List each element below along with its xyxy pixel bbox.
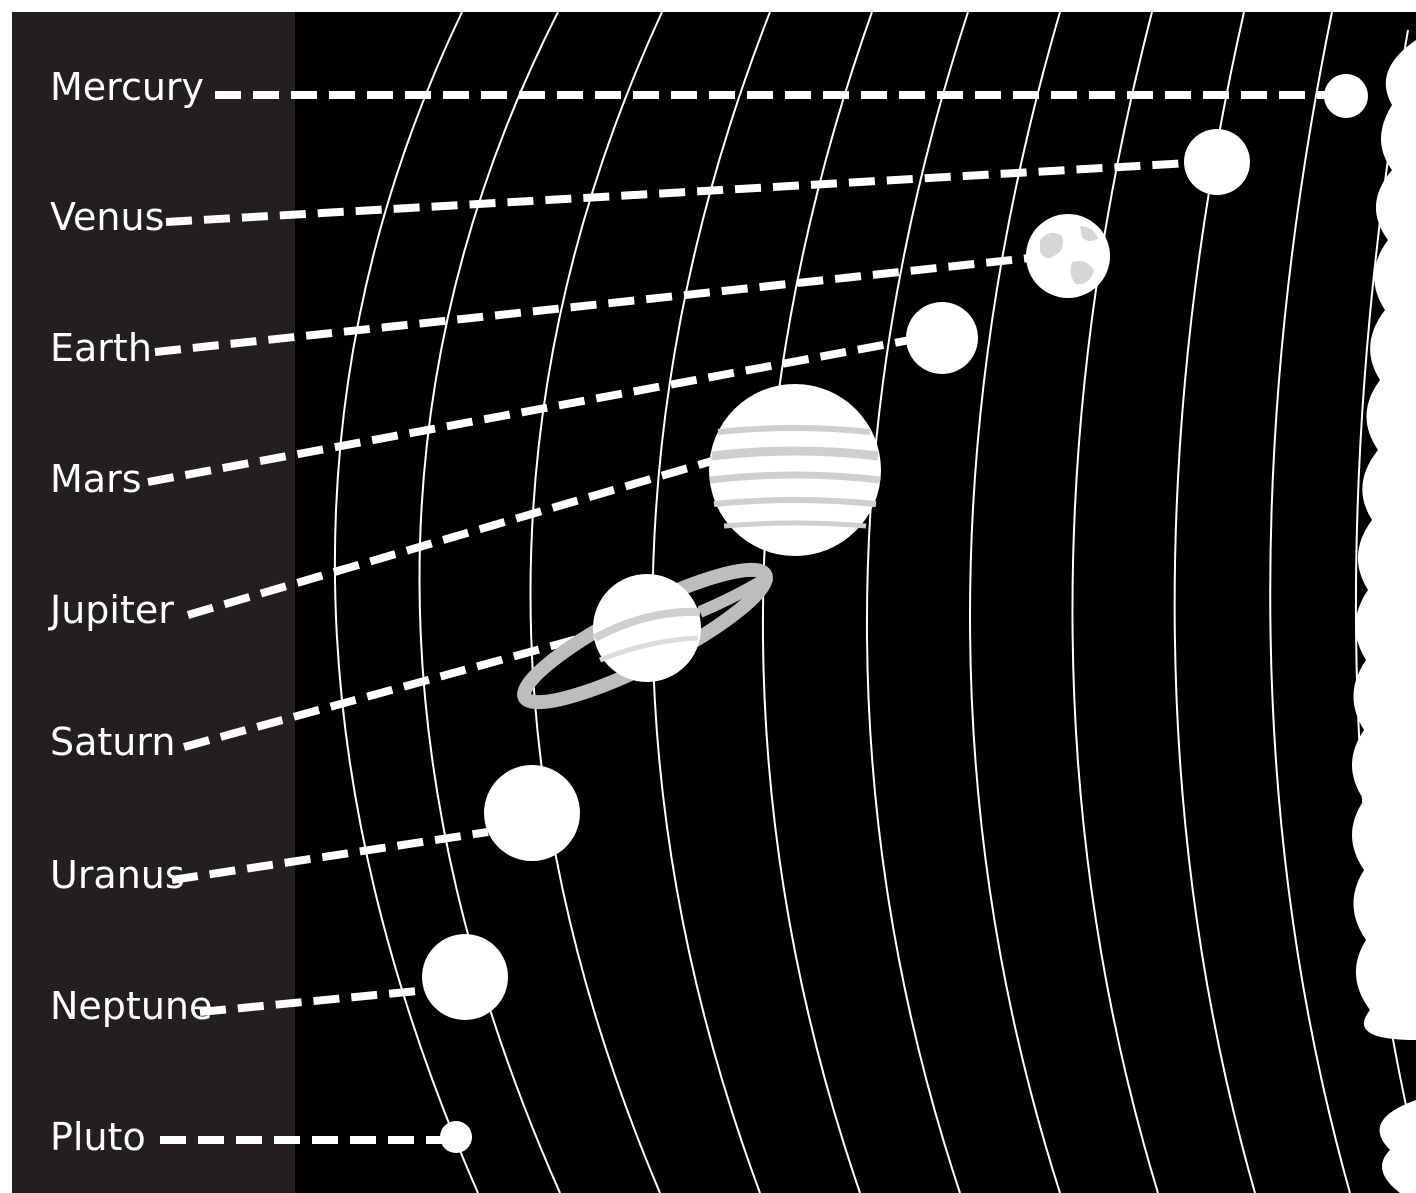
planet-neptune [422,934,508,1020]
orbit-ring [1173,11,1256,1193]
leader-line-neptune [199,986,429,1016]
planets [422,74,1368,1153]
planet-uranus [484,765,580,861]
orbit-ring [529,11,663,1193]
leader-line-saturn [182,632,590,751]
label-neptune: Neptune [50,984,212,1028]
orbit-ring [333,11,479,1193]
planet-labels: Mercury Venus Earth Mars Jupiter Saturn … [48,65,212,1159]
planet-saturn [517,562,774,710]
label-mercury: Mercury [50,65,204,109]
leader-line-mars [147,336,911,486]
orbit-ring [969,11,1061,1193]
label-jupiter: Jupiter [48,588,174,632]
leader-line-venus [165,159,1191,226]
label-earth: Earth [50,326,152,370]
orbit-ring [761,11,873,1193]
orbit-ring [1071,11,1159,1193]
label-uranus: Uranus [50,853,185,897]
planet-mercury [1324,74,1368,118]
label-panel [12,12,295,1193]
orbit-ring [865,11,969,1193]
leader-line-jupiter [186,457,714,619]
label-saturn: Saturn [50,720,175,764]
label-mars: Mars [50,457,142,501]
label-pluto: Pluto [50,1115,146,1159]
orbit-ring [1354,29,1416,1151]
planet-mars [906,302,978,374]
leader-line-earth [154,254,1031,356]
leader-lines [147,91,1330,1144]
orbit-ring [1269,11,1351,1193]
planet-jupiter [709,384,881,556]
label-venus: Venus [50,195,164,239]
planet-pluto [440,1121,472,1153]
planet-earth [1026,214,1110,298]
planet-venus [1184,129,1250,195]
leader-line-uranus [171,828,489,884]
